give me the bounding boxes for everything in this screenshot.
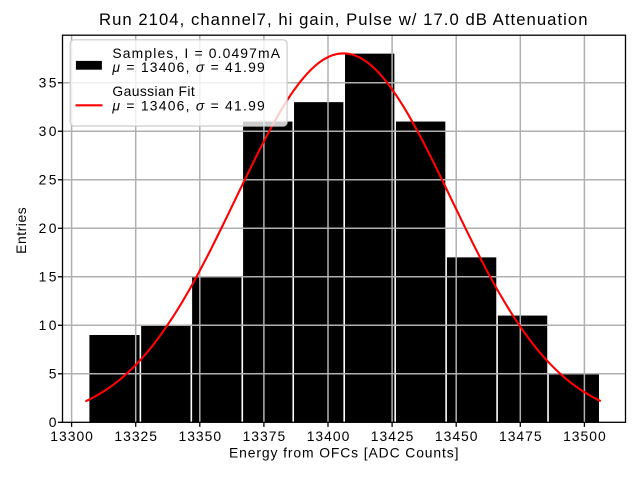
svg-text:13400: 13400	[307, 428, 351, 444]
svg-text:35: 35	[39, 75, 59, 91]
svg-text:μ = 13406, σ = 41.99: μ = 13406, σ = 41.99	[111, 98, 266, 114]
svg-text:13300: 13300	[50, 428, 94, 444]
svg-text:13500: 13500	[563, 428, 607, 444]
svg-text:25: 25	[39, 172, 59, 188]
svg-text:0: 0	[49, 414, 59, 430]
svg-text:Run 2104, channel7, hi gain, P: Run 2104, channel7, hi gain, Pulse w/ 17…	[99, 10, 589, 29]
svg-text:13375: 13375	[243, 428, 287, 444]
svg-text:13325: 13325	[114, 428, 158, 444]
svg-text:13475: 13475	[499, 428, 543, 444]
svg-text:10: 10	[39, 317, 59, 333]
svg-text:15: 15	[39, 269, 59, 285]
svg-text:μ = 13406, σ = 41.99: μ = 13406, σ = 41.99	[111, 59, 266, 75]
svg-text:13350: 13350	[179, 428, 223, 444]
svg-text:5: 5	[49, 366, 59, 382]
svg-text:Entries: Entries	[13, 207, 29, 254]
svg-text:13450: 13450	[435, 428, 479, 444]
svg-text:Samples, I = 0.0497mA: Samples, I = 0.0497mA	[112, 45, 281, 61]
svg-text:20: 20	[39, 220, 59, 236]
svg-text:Energy from OFCs [ADC Counts]: Energy from OFCs [ADC Counts]	[229, 444, 459, 460]
svg-text:30: 30	[39, 123, 59, 139]
svg-text:Gaussian Fit: Gaussian Fit	[112, 83, 195, 99]
svg-text:13425: 13425	[371, 428, 415, 444]
